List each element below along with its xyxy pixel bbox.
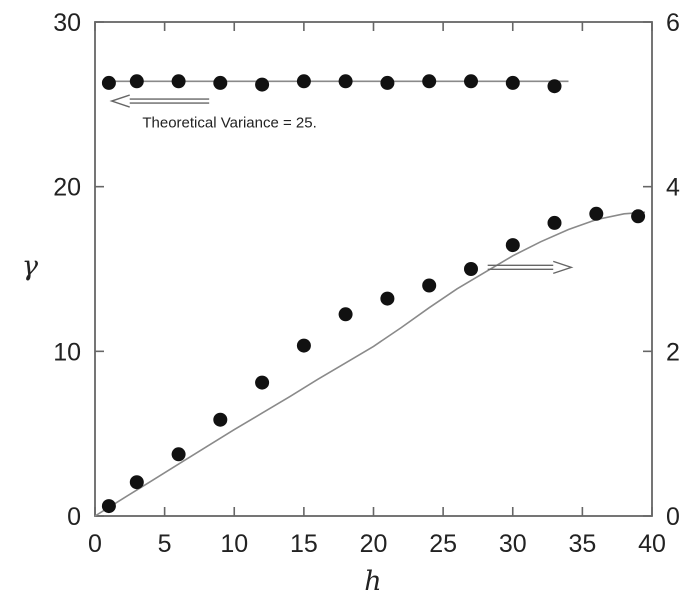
data-point-left-0	[213, 75, 228, 90]
annotation-text: Theoretical Variance = 25.	[142, 114, 316, 131]
y-tick-label-left: 20	[53, 174, 81, 202]
data-point-left-0	[464, 74, 478, 89]
data-point-left-0	[171, 74, 186, 89]
tick-marks	[94, 21, 653, 517]
data-point-left-0	[296, 74, 311, 89]
data-point-right-1	[129, 475, 144, 490]
data-point-right-1	[338, 307, 353, 322]
y-tick-label-right: 0	[666, 503, 680, 531]
annotation-arrow-left	[109, 94, 210, 108]
x-tick-label: 40	[638, 530, 666, 558]
data-point-right-1	[296, 338, 311, 353]
x-tick-label: 15	[290, 530, 318, 558]
data-point-left-0	[101, 75, 116, 90]
data-point-right-1	[422, 278, 437, 293]
data-point-left-0	[380, 75, 395, 90]
x-tick-label: 35	[568, 530, 596, 558]
data-point-right-1	[171, 447, 186, 462]
data-point-right-1	[380, 291, 395, 306]
y-tick-label-left: 0	[67, 503, 81, 531]
y-axis-label-left: γ	[22, 251, 39, 282]
x-axis-label: h	[364, 566, 381, 597]
y-tick-label-right: 2	[666, 338, 680, 366]
y-tick-label-left: 10	[53, 338, 81, 366]
data-point-left-0	[422, 74, 437, 89]
data-point-right-1	[255, 375, 270, 390]
data-point-left-0	[505, 75, 520, 90]
series-line-right-3	[94, 211, 646, 517]
data-points	[101, 74, 646, 514]
y-tick-label-right: 4	[666, 174, 680, 202]
annotation-arrow-right-head	[553, 260, 574, 275]
data-point-right-1	[101, 499, 116, 514]
data-point-right-1	[589, 206, 604, 221]
x-tick-label: 20	[360, 530, 388, 558]
data-point-left-0	[129, 74, 144, 89]
data-point-left-0	[338, 74, 353, 89]
x-tick-label: 5	[158, 530, 172, 558]
data-point-left-0	[255, 77, 270, 92]
data-point-right-1	[547, 215, 562, 230]
data-point-left-0	[547, 79, 562, 94]
data-point-right-1	[505, 238, 520, 253]
annotation-arrow-right	[487, 260, 574, 275]
x-tick-label: 25	[429, 530, 457, 558]
annotation-arrow-left-head	[109, 94, 130, 108]
y-tick-label-right: 6	[666, 9, 680, 37]
annotations: Theoretical Variance = 25.	[109, 94, 574, 275]
data-point-right-1	[213, 412, 228, 427]
data-point-right-1	[464, 262, 478, 276]
x-tick-label: 0	[88, 530, 102, 558]
y-tick-label-left: 30	[53, 9, 81, 37]
x-tick-label: 10	[220, 530, 248, 558]
data-point-right-1	[631, 209, 646, 224]
x-tick-label: 30	[499, 530, 527, 558]
